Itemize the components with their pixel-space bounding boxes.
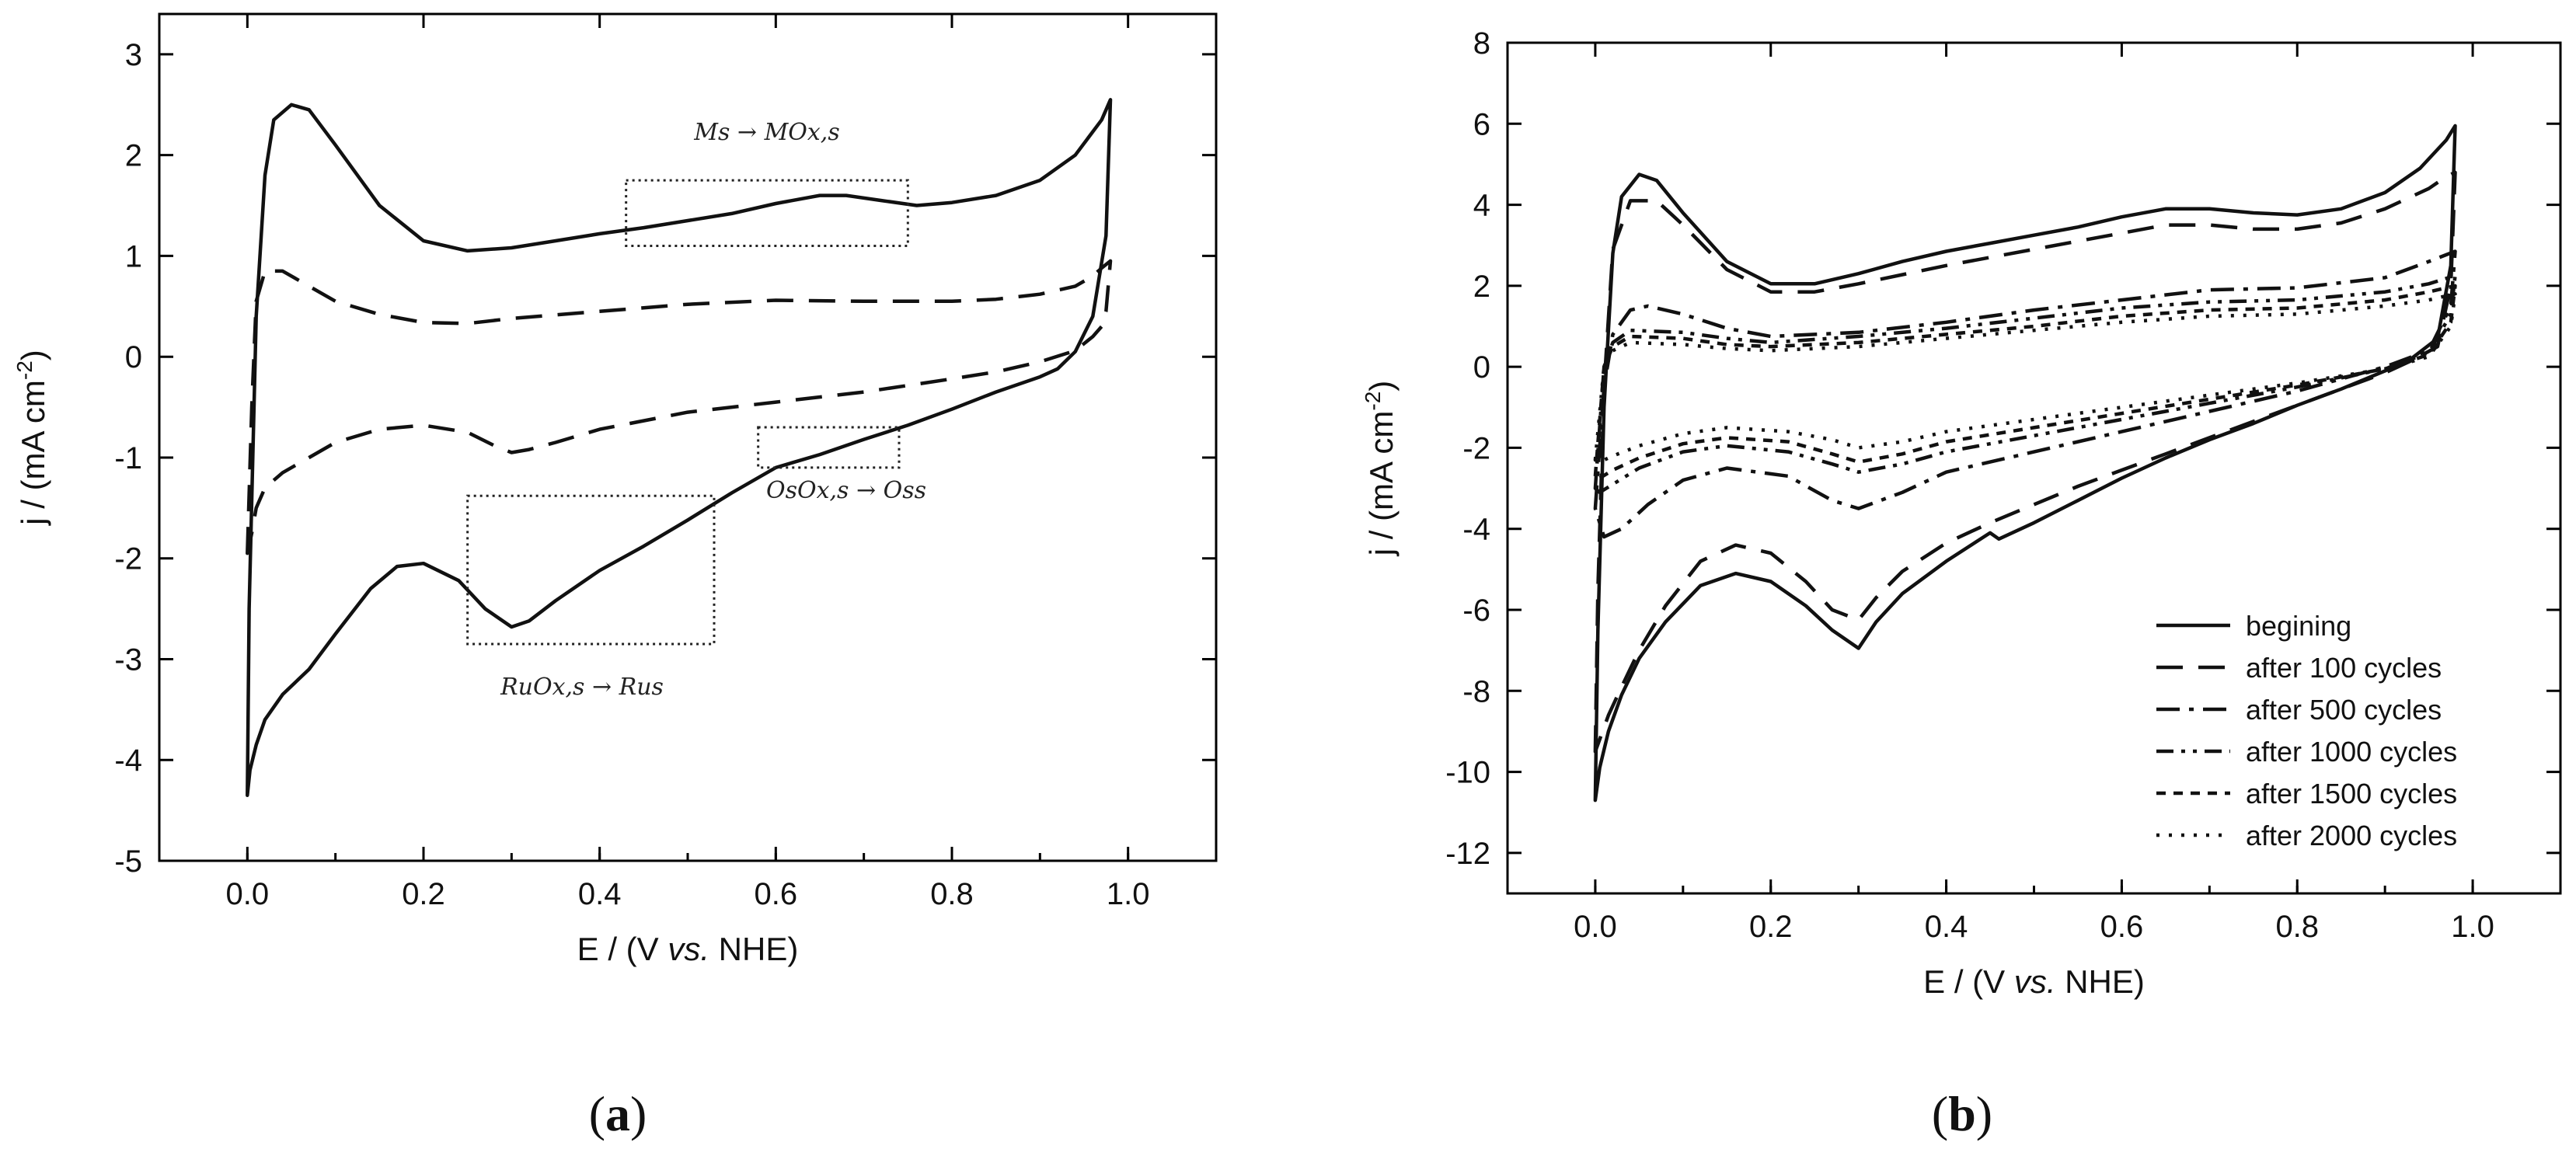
x-tick-label: 0.6 [755,877,798,911]
x-tick-label: 0.0 [226,877,270,911]
x-tick-label: 0.0 [1574,910,1617,944]
x-tick-label: 0.2 [1749,910,1793,944]
annotation-box [757,426,901,469]
legend-label: after 500 cycles [2246,694,2442,726]
y-tick-label: 4 [1473,189,1490,223]
legend-label: after 1500 cycles [2246,778,2457,810]
annotation-box [466,494,716,646]
series-line-dashed [246,259,1113,555]
series-line-after-100-cycles [1593,170,2457,754]
y-tick-label: -12 [1445,837,1490,871]
y-axis-title: j / (mA cm-2) [1361,381,1400,558]
x-axis-title: E / (V vs. NHE) [1923,963,2145,1000]
x-axis-title: E / (V vs. NHE) [577,931,799,967]
series-line-after-2000-cycles [1593,292,2457,464]
y-tick-label: -10 [1445,756,1490,790]
y-tick-label: -4 [114,743,142,778]
legend-label: after 2000 cycles [2246,820,2457,851]
x-tick-label: 0.4 [578,877,622,911]
y-axis-title: j / (mA cm-2) [12,350,51,527]
legend-label: after 1000 cycles [2246,736,2457,768]
y-tick-label: 6 [1473,107,1490,141]
series-line-after-500-cycles [1593,249,2457,539]
y-tick-label: 0 [1473,350,1490,385]
chart-panel-a: 0.0 0.2 0.4 0.6 0.8 1.0 -5 -4 -3 -2 -1 0 1 2 3 E / (V v… [12,12,1218,1141]
x-tick-label: 1.0 [2451,910,2494,944]
chart-panel-b: 0.0 0.2 0.4 0.6 0.8 1.0 -12 -10 -8 -6 -4 -2 0 2 4 6 8 E /… [1361,26,2562,1141]
y-tick-label: -5 [114,844,142,879]
y-tick-label: -4 [1462,513,1490,547]
x-tick-label: 0.8 [2275,910,2319,944]
series-line-solid [246,98,1113,797]
y-tick-label: 1 [125,239,142,273]
y-tick-label: -2 [1462,431,1490,465]
y-tick-label: 8 [1473,26,1490,61]
y-tick-label: -6 [1462,594,1490,628]
panel-label: (a) [589,1086,647,1141]
panel-label: (b) [1932,1086,1992,1141]
legend-label: begining [2246,610,2351,642]
legend-label: after 100 cycles [2246,652,2442,684]
x-tick-label: 1.0 [1107,877,1150,911]
annotation-box [625,179,909,247]
series-line-after-1500-cycles [1593,284,2457,480]
plot-frame [158,12,1218,862]
series-line-after-1000-cycles [1593,273,2457,495]
x-tick-label: 0.2 [402,877,445,911]
y-tick-label: 2 [125,139,142,173]
y-tick-label: -8 [1462,674,1490,709]
annotation-label: OsOx,s → Oss [766,477,926,504]
y-tick-label: 2 [1473,270,1490,304]
series-line-begining [1593,124,2457,803]
y-tick-label: -1 [114,441,142,475]
y-tick-label: 3 [125,38,142,72]
annotation-label: Ms → MOx,s [693,119,840,146]
y-tick-label: 0 [125,340,142,374]
y-tick-label: -3 [114,642,142,677]
x-tick-label: 0.6 [2100,910,2144,944]
x-tick-label: 0.4 [1925,910,1968,944]
y-tick-label: -2 [114,542,142,576]
annotation-label: RuOx,s → Rus [500,674,664,701]
x-tick-label: 0.8 [930,877,974,911]
